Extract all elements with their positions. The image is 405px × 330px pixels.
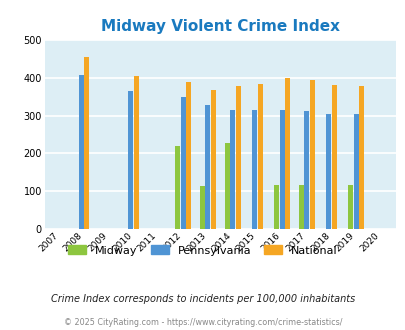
Bar	[134, 76, 139, 229]
Bar	[185, 82, 191, 229]
Bar	[205, 105, 210, 229]
Bar	[298, 185, 303, 229]
Bar	[257, 83, 262, 229]
Bar	[279, 110, 284, 229]
Bar	[347, 184, 352, 229]
Bar	[358, 85, 363, 229]
Bar	[284, 78, 289, 229]
Bar	[304, 111, 309, 229]
Bar	[224, 143, 229, 229]
Bar	[79, 75, 84, 229]
Legend: Midway, Pennsylvania, National: Midway, Pennsylvania, National	[64, 241, 341, 260]
Bar	[331, 85, 336, 229]
Bar	[128, 91, 133, 229]
Text: © 2025 CityRating.com - https://www.cityrating.com/crime-statistics/: © 2025 CityRating.com - https://www.city…	[64, 318, 341, 327]
Bar	[353, 114, 358, 229]
Bar	[230, 110, 234, 229]
Bar	[309, 80, 314, 229]
Text: Crime Index corresponds to incidents per 100,000 inhabitants: Crime Index corresponds to incidents per…	[51, 294, 354, 304]
Bar	[175, 146, 180, 229]
Bar	[235, 85, 240, 229]
Bar	[84, 57, 89, 229]
Title: Midway Violent Crime Index: Midway Violent Crime Index	[100, 19, 339, 34]
Bar	[252, 110, 256, 229]
Bar	[210, 90, 215, 229]
Bar	[273, 184, 279, 229]
Bar	[180, 97, 185, 229]
Bar	[199, 186, 205, 229]
Bar	[326, 114, 330, 229]
